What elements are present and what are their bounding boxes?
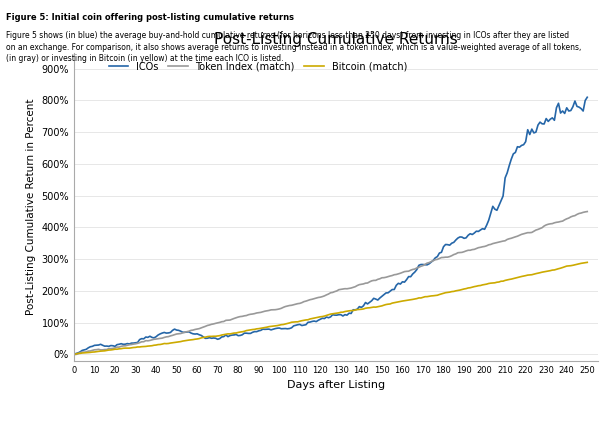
ICOs [374, 297, 381, 303]
Bitcoin (match) [70, 352, 78, 357]
ICOs [70, 352, 78, 357]
ICOs [380, 292, 387, 297]
Bitcoin (match) [417, 295, 424, 301]
Token Index (match) [583, 209, 591, 214]
Bitcoin (match) [304, 317, 312, 323]
Token Index (match) [72, 352, 79, 357]
Y-axis label: Post-Listing Cumulative Return in Percent: Post-Listing Cumulative Return in Percen… [26, 99, 36, 315]
Token Index (match) [419, 263, 427, 268]
Token Index (match) [376, 276, 384, 282]
ICOs [304, 320, 312, 325]
ICOs [417, 262, 424, 267]
Token Index (match) [458, 250, 466, 255]
ICOs [456, 235, 464, 240]
X-axis label: Days after Listing: Days after Listing [286, 380, 385, 390]
Token Index (match) [306, 297, 314, 302]
Token Index (match) [70, 352, 78, 357]
Bitcoin (match) [380, 302, 387, 308]
Line: Token Index (match): Token Index (match) [74, 212, 587, 355]
Line: ICOs: ICOs [74, 97, 587, 355]
ICOs [272, 326, 279, 331]
Text: Figure 5 shows (in blue) the average buy-and-hold cumulative returns (for horizo: Figure 5 shows (in blue) the average buy… [6, 31, 582, 63]
Bitcoin (match) [456, 287, 464, 293]
Token Index (match) [383, 275, 390, 280]
Bitcoin (match) [272, 323, 279, 329]
Bitcoin (match) [583, 260, 591, 265]
Line: Bitcoin (match): Bitcoin (match) [74, 262, 587, 355]
Bitcoin (match) [374, 304, 381, 309]
Token Index (match) [274, 307, 281, 312]
ICOs [583, 95, 591, 100]
Text: Figure 5: Initial coin offering post-listing cumulative returns: Figure 5: Initial coin offering post-lis… [6, 13, 294, 22]
Legend: ICOs, Token Index (match), Bitcoin (match): ICOs, Token Index (match), Bitcoin (matc… [105, 58, 411, 75]
Title: Post-Listing Cumulative Returns: Post-Listing Cumulative Returns [214, 33, 458, 48]
